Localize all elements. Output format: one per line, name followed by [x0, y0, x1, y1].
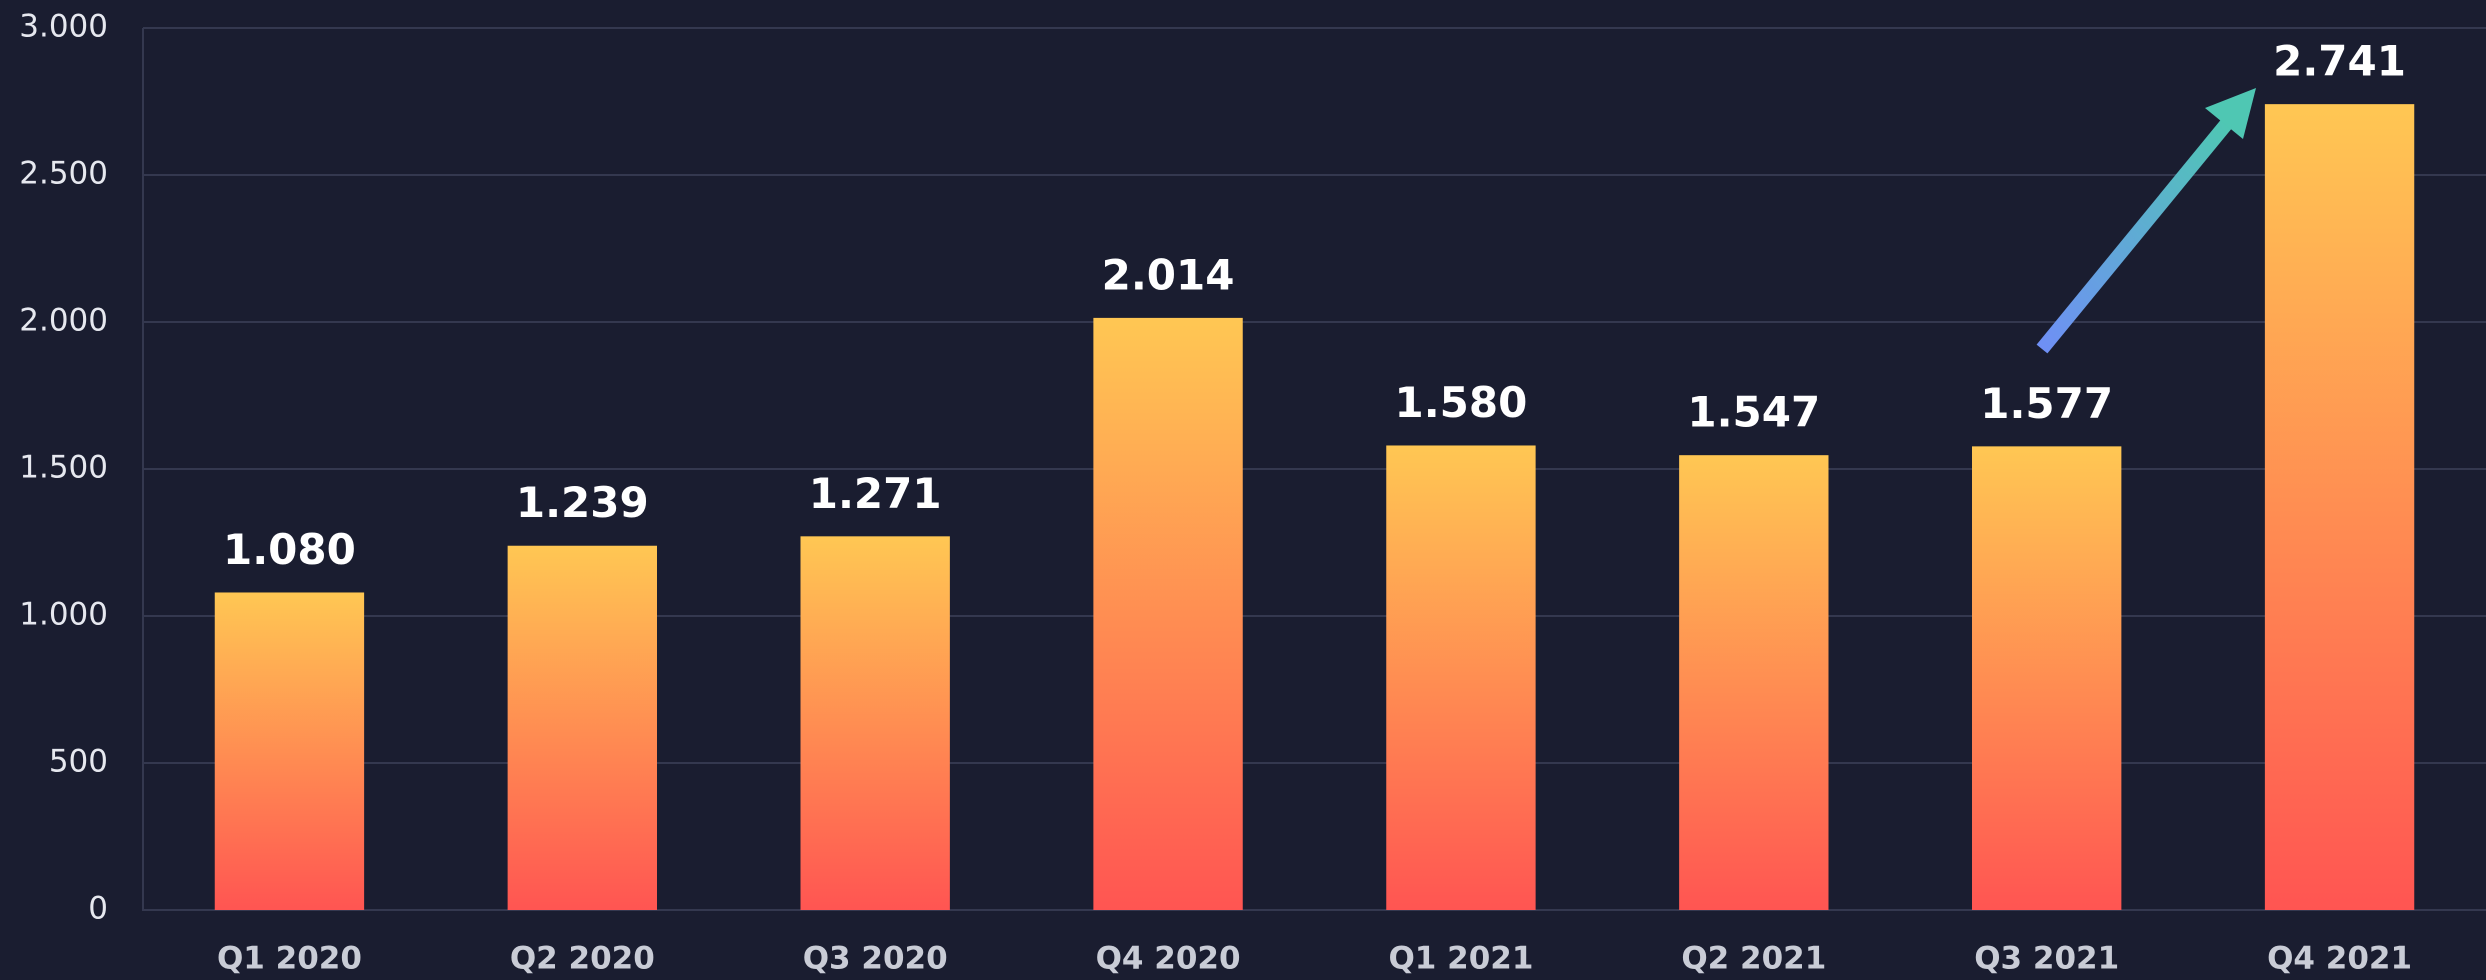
bar: [507, 545, 657, 910]
bar: [800, 536, 950, 910]
bar: [2264, 104, 2415, 911]
y-tick-label: 0: [88, 891, 108, 927]
bar: [1386, 445, 1536, 910]
x-tick-label: Q4 2020: [1096, 941, 1241, 977]
x-tick-label: Q4 2021: [2267, 941, 2412, 977]
x-tick-label: Q1 2020: [217, 941, 362, 977]
value-label: 1.580: [1395, 378, 1528, 427]
value-label: 2.014: [1102, 250, 1235, 299]
value-label: 1.547: [1687, 388, 1820, 437]
y-tick-label: 2.500: [19, 156, 108, 192]
y-tick-label: 500: [49, 744, 108, 780]
y-tick-label: 1.500: [19, 450, 108, 486]
y-tick-label: 2.000: [19, 303, 108, 339]
value-label: 1.080: [223, 525, 356, 574]
x-tick-label: Q2 2020: [510, 941, 655, 977]
x-tick-label: Q3 2021: [1974, 941, 2119, 977]
trend-arrow: [2036, 88, 2256, 354]
x-tick-label: Q3 2020: [803, 941, 948, 977]
bar: [1972, 446, 2122, 910]
value-label: 1.239: [516, 478, 649, 527]
arrow-head: [2205, 88, 2256, 139]
value-label: 1.271: [809, 469, 942, 518]
x-tick-label: Q1 2021: [1388, 941, 1533, 977]
x-tick-label: Q2 2021: [1681, 941, 1826, 977]
arrow-shaft: [2036, 117, 2234, 354]
y-tick-label: 3.000: [19, 9, 108, 45]
y-tick-label: 1.000: [19, 597, 108, 633]
value-label: 1.577: [1980, 379, 2113, 428]
bar: [1679, 455, 1829, 910]
value-label: 2.741: [2273, 37, 2406, 86]
bar: [214, 592, 365, 910]
bar: [1093, 317, 1243, 910]
